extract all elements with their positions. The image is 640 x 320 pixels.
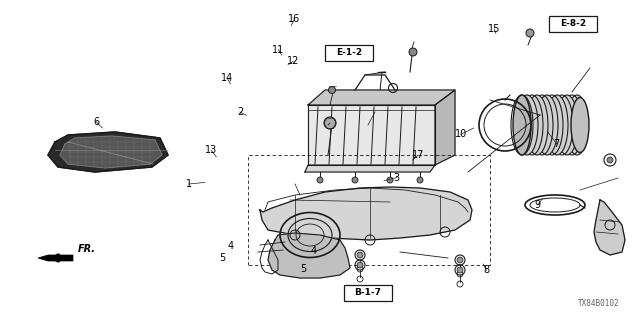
Text: 15: 15: [488, 24, 500, 34]
Circle shape: [357, 262, 363, 268]
Text: 6: 6: [93, 116, 99, 127]
Circle shape: [357, 252, 363, 258]
Text: 16: 16: [288, 14, 301, 24]
Polygon shape: [38, 255, 73, 261]
Polygon shape: [260, 187, 472, 240]
Ellipse shape: [556, 95, 578, 155]
Text: 9: 9: [534, 200, 541, 210]
Polygon shape: [308, 105, 435, 165]
Circle shape: [324, 117, 336, 129]
Text: 10: 10: [454, 129, 467, 140]
Circle shape: [457, 267, 463, 273]
Ellipse shape: [513, 95, 531, 155]
Text: 14: 14: [221, 73, 234, 84]
Text: 13: 13: [205, 145, 218, 156]
FancyBboxPatch shape: [344, 285, 392, 301]
Text: 5: 5: [219, 252, 225, 263]
Circle shape: [317, 177, 323, 183]
Text: E-8-2: E-8-2: [560, 20, 586, 28]
Text: 2: 2: [237, 107, 243, 117]
Ellipse shape: [546, 95, 568, 155]
Text: 11: 11: [272, 44, 285, 55]
Text: 3: 3: [394, 172, 400, 183]
Ellipse shape: [526, 95, 548, 155]
Polygon shape: [48, 132, 168, 172]
Text: FR.: FR.: [78, 244, 96, 254]
FancyBboxPatch shape: [325, 45, 372, 61]
Circle shape: [417, 177, 423, 183]
Circle shape: [387, 177, 393, 183]
Text: 1: 1: [186, 179, 192, 189]
Circle shape: [409, 48, 417, 56]
Text: 8: 8: [483, 265, 490, 276]
Polygon shape: [305, 165, 435, 172]
Text: 7: 7: [554, 139, 560, 149]
Circle shape: [607, 157, 613, 163]
Text: B-1-7: B-1-7: [355, 288, 381, 297]
Circle shape: [328, 86, 335, 93]
Ellipse shape: [516, 95, 538, 155]
Text: 17: 17: [412, 150, 424, 160]
Ellipse shape: [566, 95, 588, 155]
Polygon shape: [594, 200, 625, 255]
Text: E-1-2: E-1-2: [336, 48, 362, 57]
Ellipse shape: [571, 98, 589, 153]
Circle shape: [352, 177, 358, 183]
Text: 4: 4: [310, 246, 317, 256]
Text: 12: 12: [287, 56, 300, 67]
Circle shape: [526, 29, 534, 37]
Polygon shape: [308, 90, 455, 105]
Polygon shape: [435, 90, 455, 165]
Circle shape: [457, 257, 463, 263]
Text: TX84B0102: TX84B0102: [579, 299, 620, 308]
FancyBboxPatch shape: [548, 16, 596, 32]
Text: 5: 5: [300, 264, 307, 275]
Polygon shape: [60, 136, 162, 168]
Text: 4: 4: [227, 241, 234, 252]
Polygon shape: [268, 233, 350, 278]
Ellipse shape: [536, 95, 558, 155]
